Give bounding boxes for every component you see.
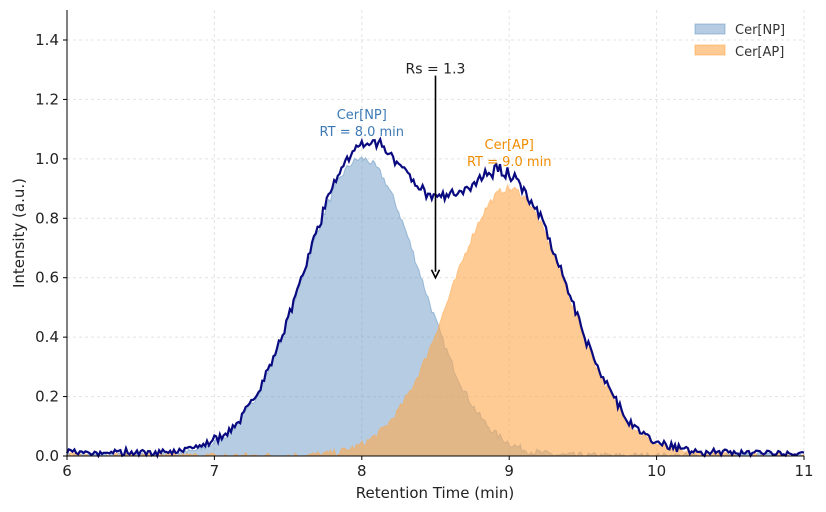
x-axis-label: Retention Time (min)	[356, 484, 515, 502]
legend-swatch-cer-ap	[694, 44, 726, 56]
x-tick-label: 6	[62, 462, 72, 480]
x-tick-label: 10	[647, 462, 666, 480]
arrow-head-icon	[430, 269, 441, 280]
legend-label-cer-np: Cer[NP]	[735, 23, 785, 38]
x-tick-label: 9	[504, 462, 514, 480]
legend-swatch-cer-np	[694, 23, 726, 35]
resolution-label: Rs = 1.3	[406, 62, 466, 78]
y-tick-label: 1.0	[35, 150, 59, 168]
x-tick-label: 11	[794, 462, 813, 480]
y-tick-label: 0.0	[35, 447, 59, 465]
y-tick-label: 1.2	[35, 90, 59, 108]
y-tick-label: 1.4	[35, 31, 59, 49]
peak-label-name: Cer[AP]	[485, 138, 534, 153]
legend: Cer[NP] Cer[AP]	[694, 23, 785, 60]
y-tick-label: 0.2	[35, 388, 59, 406]
y-tick-label: 0.6	[35, 269, 59, 287]
x-tick-label: 8	[357, 462, 367, 480]
peak-label-name: Cer[NP]	[337, 108, 387, 123]
y-tick-label: 0.4	[35, 328, 59, 346]
y-tick-label: 0.8	[35, 209, 59, 227]
legend-label-cer-ap: Cer[AP]	[735, 45, 784, 60]
y-axis-label: Intensity (a.u.)	[10, 178, 28, 288]
peak-label-rt: RT = 9.0 min	[467, 155, 552, 170]
x-tick-label: 7	[210, 462, 220, 480]
area-cer-ap	[66, 183, 805, 458]
peak-label-rt: RT = 8.0 min	[320, 125, 405, 140]
